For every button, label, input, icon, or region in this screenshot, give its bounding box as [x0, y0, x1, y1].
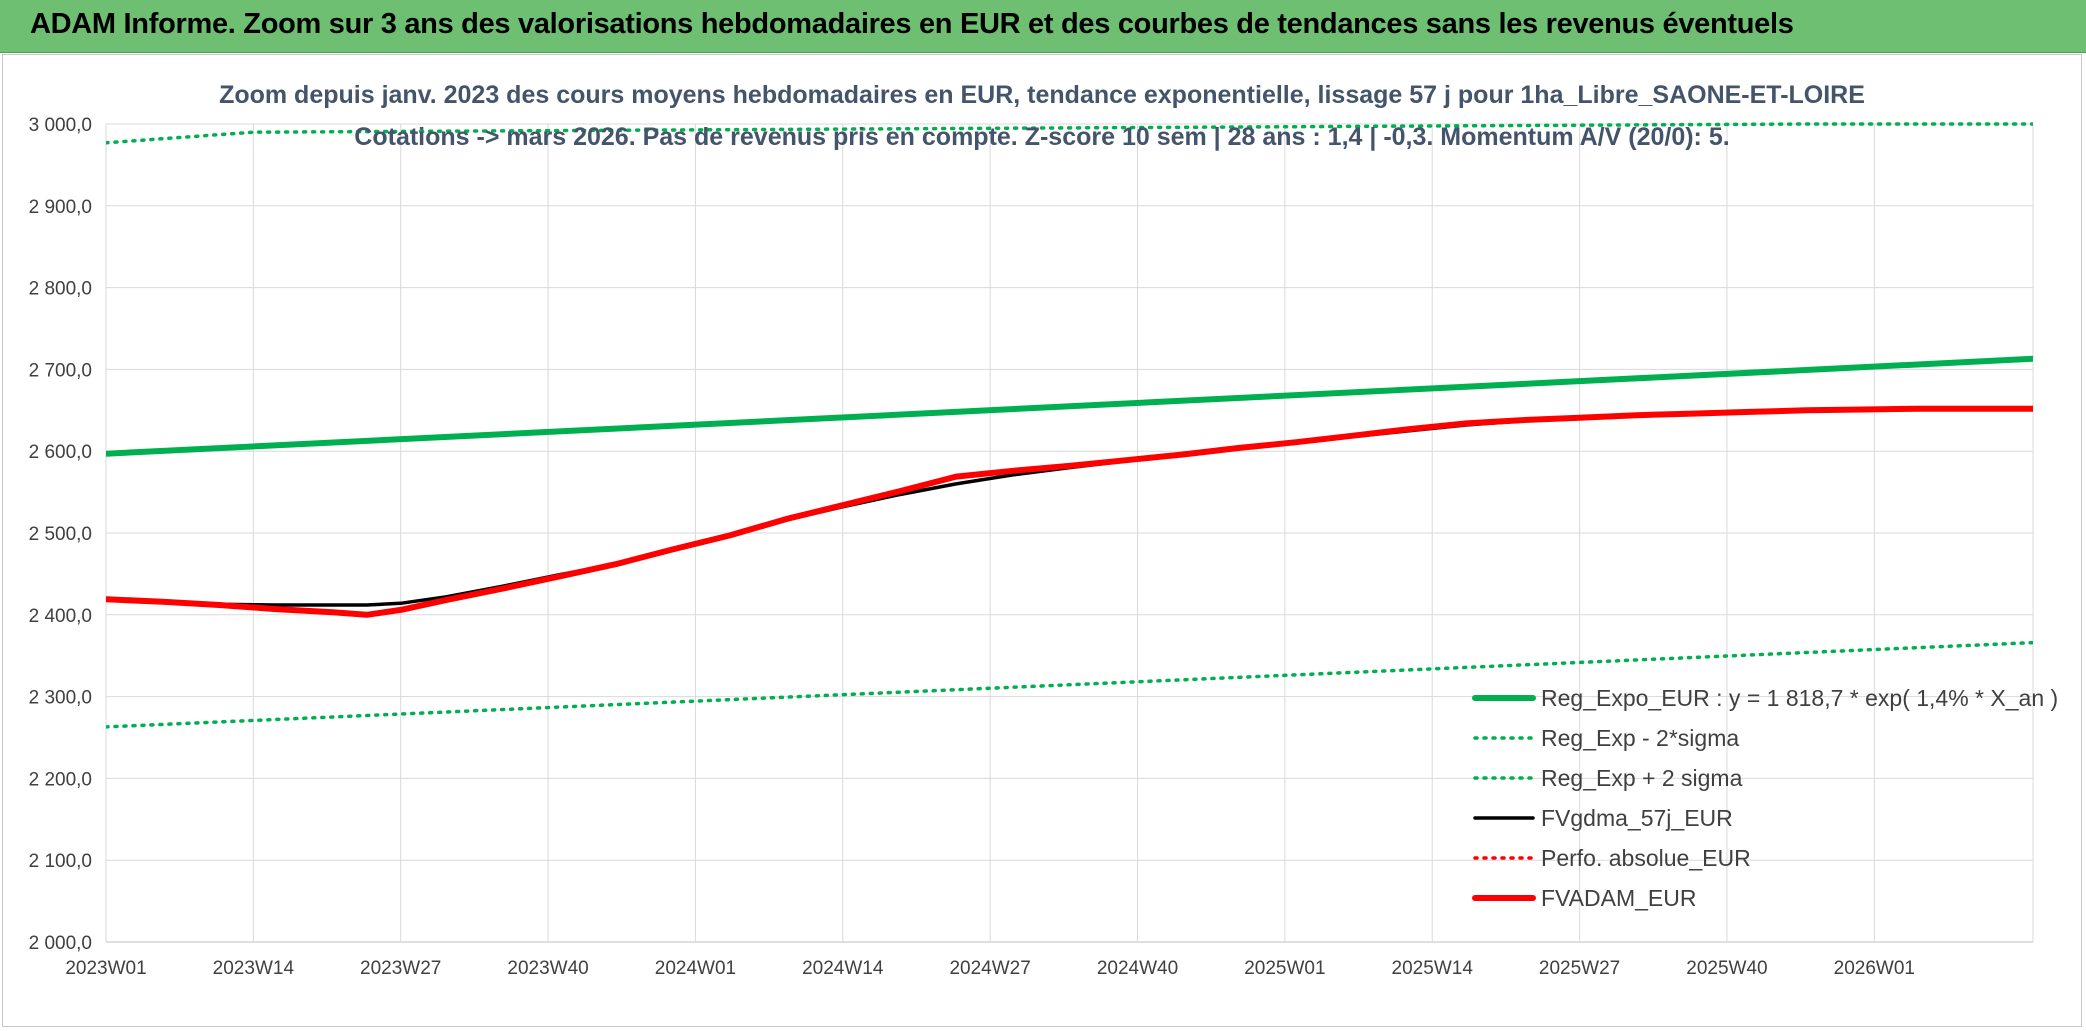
y-tick-label: 2 500,0: [29, 524, 92, 545]
x-tick-label: 2023W27: [360, 958, 441, 979]
x-tick-label: 2026W01: [1834, 958, 1915, 979]
x-tick-label: 2024W27: [949, 958, 1030, 979]
chart-plot: 2 000,0 2 100,0 2 200,0 2 300,0 2 400,0 2 500…: [29, 81, 2059, 979]
y-tick-label: 2 600,0: [29, 442, 92, 463]
series-layer: [106, 122, 2033, 729]
grid-layer: [105, 123, 2034, 943]
x-tick-label: 2025W27: [1539, 958, 1620, 979]
legend-label-reg-expo: Reg_Expo_EUR : y = 1 818,7 * exp( 1,4% *…: [1541, 685, 2058, 711]
chart-title-line-2: Cotations -> mars 2026. Pas de revenus p…: [354, 123, 1729, 151]
series-line-reg-expo: [106, 355, 2033, 457]
legend-label-perfo: Perfo. absolue_EUR: [1541, 845, 1751, 871]
x-tick-label: 2024W01: [655, 958, 736, 979]
axis-layer: 2 000,0 2 100,0 2 200,0 2 300,0 2 400,0 2 500…: [29, 115, 1915, 979]
x-tick-label: 2024W40: [1097, 958, 1178, 979]
legend: Reg_Expo_EUR : y = 1 818,7 * exp( 1,4% *…: [1472, 685, 2058, 911]
series-line-sigma-plus: [106, 122, 2033, 145]
legend-label-fvgdma: FVgdma_57j_EUR: [1541, 805, 1733, 831]
header-bar: ADAM Informe. Zoom sur 3 ans des valoris…: [0, 0, 2086, 53]
legend-label-sigma-plus: Reg_Exp + 2 sigma: [1541, 765, 1743, 791]
chart-title-line-1: Zoom depuis janv. 2023 des cours moyens …: [219, 81, 1865, 109]
y-tick-label: 2 900,0: [29, 197, 92, 218]
x-tick-label: 2023W01: [65, 958, 146, 979]
x-tick-label: 2025W40: [1686, 958, 1767, 979]
chart-frame: 2 000,0 2 100,0 2 200,0 2 300,0 2 400,0 2 500…: [2, 54, 2082, 1027]
x-tick-label: 2025W14: [1392, 958, 1474, 979]
series-line-sigma-minus: [106, 640, 2033, 729]
y-tick-label: 2 000,0: [29, 933, 92, 954]
y-tick-label: 2 700,0: [29, 360, 92, 381]
y-tick-label: 2 200,0: [29, 769, 92, 790]
x-tick-label: 2023W40: [507, 958, 588, 979]
y-tick-label: 2 800,0: [29, 279, 92, 300]
x-tick-label: 2024W14: [802, 958, 884, 979]
legend-label-fvadam: FVADAM_EUR: [1541, 885, 1697, 911]
series-line-fvadam: [106, 405, 2033, 618]
y-tick-label: 2 400,0: [29, 606, 92, 627]
page-title: ADAM Informe. Zoom sur 3 ans des valoris…: [30, 8, 1794, 40]
y-tick-label: 2 100,0: [29, 851, 92, 872]
x-tick-label: 2023W14: [213, 958, 295, 979]
y-tick-label: 3 000,0: [29, 115, 92, 136]
x-tick-label: 2025W01: [1244, 958, 1325, 979]
y-tick-label: 2 300,0: [29, 688, 92, 709]
legend-label-sigma-minus: Reg_Exp - 2*sigma: [1541, 725, 1739, 751]
